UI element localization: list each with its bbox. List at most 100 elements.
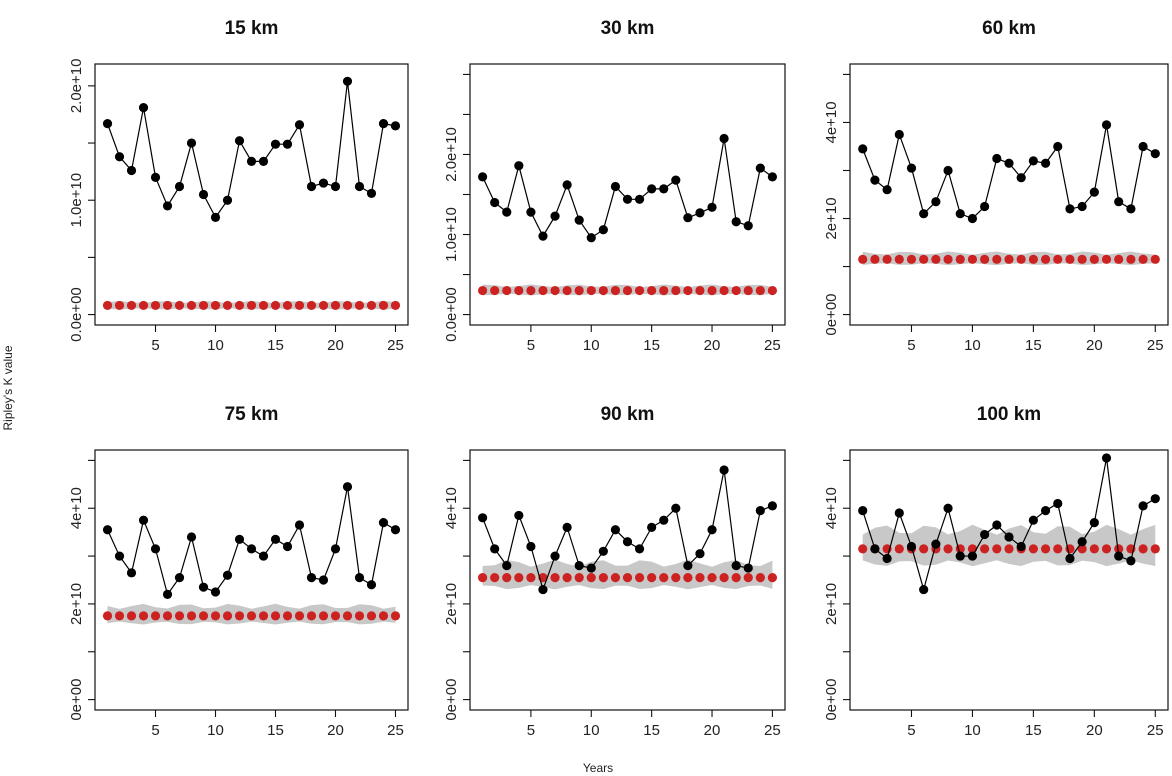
x-tick-label: 20 [704,337,721,354]
x-tick-label: 20 [327,722,344,739]
plot-frame [469,449,786,711]
expected-point [138,300,149,311]
x-tick-label: 15 [643,337,660,354]
observed-point [162,589,173,599]
observed-point [378,119,389,129]
observed-point [731,217,741,227]
x-tick-label: 20 [327,337,344,354]
observed-point [114,551,125,561]
expected-point [634,573,645,583]
y-tick-label: 2.0e+10 [443,127,460,182]
observed-point [294,120,305,130]
y-tick-label: 2.0e+10 [68,59,85,114]
observed-point [526,207,536,217]
expected-point [342,300,353,311]
observed-point [1138,141,1148,152]
expected-point [683,285,693,296]
observed-point [931,197,941,207]
y-tick-label: 4e+10 [68,487,85,529]
panel-6: 100 km 5 10 15 20 25 0e+00 2e+10 4e+10 [823,404,1169,739]
expected-point [378,300,389,311]
observed-point [198,582,209,592]
expected-point [992,544,1002,554]
expected-point [1028,254,1038,264]
expected-point [246,611,257,621]
observed-point [659,515,669,525]
observed-point [342,76,353,86]
expected-point [1138,544,1148,554]
observed-point [210,587,221,597]
observed-point [1065,204,1075,214]
y-tick-label: 0e+00 [823,293,840,335]
x-tick-label: 25 [1147,722,1164,739]
observed-point [683,561,693,571]
expected-point [719,573,729,583]
observed-point [743,221,753,231]
expected-point [330,611,341,621]
expected-point [354,300,365,311]
observed-point [126,568,137,578]
expected-point [318,300,329,311]
expected-point [366,300,377,311]
observed-point [150,172,161,182]
y-tick-label: 0e+00 [68,679,85,721]
observed-point [306,573,317,583]
expected-point [1053,544,1063,554]
observed-point [366,188,377,198]
expected-point [1114,544,1124,554]
observed-line [106,81,396,219]
expected-point [186,300,197,311]
observed-point [671,175,681,185]
x-tick-label: 10 [583,722,600,739]
observed-point [222,195,233,205]
expected-point [126,611,137,621]
expected-point [222,300,233,311]
expected-point [150,611,161,621]
x-tick-label: 20 [1086,337,1103,354]
expected-point [610,285,621,296]
observed-point [246,544,257,554]
observed-point [1126,204,1136,214]
observed-point [1053,498,1063,509]
observed-point [550,211,560,221]
x-tick-label: 5 [151,722,159,739]
observed-point [102,525,113,535]
expected-point [270,611,281,621]
observed-point [610,181,621,192]
x-tick-label: 10 [964,722,981,739]
observed-point [980,529,990,540]
expected-point [980,544,990,554]
expected-point [294,300,305,311]
observed-point [1150,149,1160,159]
observed-point [634,544,645,554]
panel-title: 15 km [225,18,279,39]
observed-point [514,510,524,521]
observed-point [1126,556,1136,566]
observed-point [598,225,608,235]
expected-point [282,611,293,621]
expected-point [198,300,209,311]
observed-point [1016,541,1026,552]
expected-point [210,611,221,621]
observed-point [992,520,1002,530]
panel-4: 75 km 5 10 15 20 25 0e+00 2e+10 4e+10 [68,404,409,739]
expected-point [647,285,657,296]
observed-point [882,185,892,195]
expected-point [234,300,245,311]
x-tick-label: 20 [704,722,721,739]
expected-point [731,285,741,296]
observed-point [707,525,717,535]
x-tick-label: 15 [1025,337,1042,354]
expected-point [126,300,137,311]
expected-point [1101,254,1112,264]
expected-point [919,544,929,554]
observed-point [282,139,293,149]
expected-point [514,573,524,583]
x-tick-label: 25 [764,337,781,354]
observed-point [490,544,500,554]
panel-3: 60 km 5 10 15 20 25 0e+00 2e+10 4e+10 [823,18,1169,354]
observed-point [707,202,717,212]
expected-point [707,285,717,296]
